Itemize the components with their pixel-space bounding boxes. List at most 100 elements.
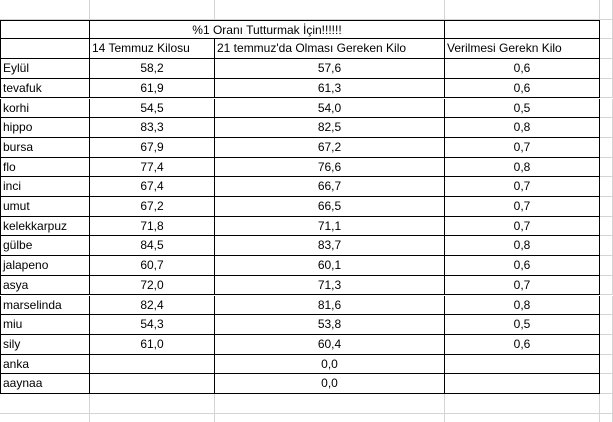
row-label: Eylül <box>0 59 90 79</box>
row-label: bursa <box>0 137 90 158</box>
cell-value: 0,5 <box>445 98 600 119</box>
cell-value: 0,8 <box>445 295 600 316</box>
cell <box>600 0 613 20</box>
cell-value: 67,9 <box>90 137 215 158</box>
column-header: 14 Temmuz Kilosu <box>90 39 215 60</box>
cell-value: 76,6 <box>215 157 445 178</box>
row-label: gülbe <box>0 236 90 257</box>
cell <box>600 118 613 138</box>
cell <box>600 315 613 335</box>
cell <box>600 236 613 257</box>
cell-value: 0,6 <box>445 59 600 79</box>
cell-value: 67,2 <box>90 197 215 217</box>
cell <box>0 39 90 60</box>
cell <box>600 197 613 217</box>
cell-value <box>90 354 215 375</box>
cell <box>600 256 613 276</box>
cell <box>600 295 613 316</box>
row-label: asya <box>0 275 90 296</box>
cell-value: 0,7 <box>445 197 600 217</box>
cell <box>600 157 613 178</box>
cell-value: 82,5 <box>215 118 445 138</box>
cell <box>445 394 600 414</box>
cell <box>0 19 90 40</box>
cell <box>215 394 445 414</box>
cell <box>600 275 613 296</box>
cell <box>600 98 613 119</box>
cell-value: 60,7 <box>90 256 215 276</box>
row-label: aaynaa <box>0 374 90 394</box>
cell-value: 0,6 <box>445 334 600 355</box>
cell-value: 0,0 <box>215 374 445 394</box>
row-label: miu <box>0 315 90 335</box>
cell-value: 0,8 <box>445 236 600 257</box>
row-label: sily <box>0 334 90 355</box>
cell-value: 82,4 <box>90 295 215 316</box>
cell-value: 0,7 <box>445 137 600 158</box>
cell <box>90 394 215 414</box>
cell-value: 66,7 <box>215 177 445 197</box>
cell-value: 61,9 <box>90 78 215 99</box>
row-label: anka <box>0 354 90 375</box>
row-label: korhi <box>0 98 90 119</box>
cell <box>600 334 613 355</box>
row-label: umut <box>0 197 90 217</box>
cell-value: 61,0 <box>90 334 215 355</box>
cell <box>600 137 613 158</box>
cell-value: 83,7 <box>215 236 445 257</box>
cell-value: 67,2 <box>215 137 445 158</box>
row-label: marselinda <box>0 295 90 316</box>
cell-value: 66,5 <box>215 197 445 217</box>
cell-value: 67,4 <box>90 177 215 197</box>
cell-value: 0,0 <box>215 354 445 375</box>
column-header: 21 temmuz'da Olması Gereken Kilo <box>215 39 445 60</box>
row-label: jalapeno <box>0 256 90 276</box>
cell <box>90 0 215 20</box>
cell <box>600 374 613 394</box>
cell-value: 83,3 <box>90 118 215 138</box>
cell-value <box>445 374 600 394</box>
cell-value: 57,6 <box>215 59 445 79</box>
cell <box>0 413 90 422</box>
cell-value: 0,6 <box>445 256 600 276</box>
row-label: flo <box>0 157 90 178</box>
cell-value: 61,3 <box>215 78 445 99</box>
row-label: kelekkarpuz <box>0 216 90 237</box>
cell-value: 77,4 <box>90 157 215 178</box>
cell-value: 0,5 <box>445 315 600 335</box>
cell <box>600 39 613 60</box>
cell <box>600 78 613 99</box>
cell <box>445 413 600 422</box>
row-label: hippo <box>0 118 90 138</box>
cell <box>445 19 600 40</box>
cell <box>215 0 445 20</box>
cell-value: 54,0 <box>215 98 445 119</box>
cell <box>600 59 613 79</box>
cell-value: 60,4 <box>215 334 445 355</box>
cell-value: 0,8 <box>445 157 600 178</box>
cell-value: 72,0 <box>90 275 215 296</box>
cell-value: 0,7 <box>445 275 600 296</box>
cell-value: 54,3 <box>90 315 215 335</box>
cell-value: 0,7 <box>445 216 600 237</box>
cell <box>600 177 613 197</box>
cell-value: 81,6 <box>215 295 445 316</box>
cell <box>90 413 215 422</box>
cell-value: 84,5 <box>90 236 215 257</box>
row-label: tevafuk <box>0 78 90 99</box>
cell <box>445 0 600 20</box>
cell-value <box>90 374 215 394</box>
cell-value: 58,2 <box>90 59 215 79</box>
cell-value: 53,8 <box>215 315 445 335</box>
cell-value: 0,8 <box>445 118 600 138</box>
cell-value: 0,6 <box>445 78 600 99</box>
cell-value: 54,5 <box>90 98 215 119</box>
cell-value: 71,8 <box>90 216 215 237</box>
cell <box>0 0 90 20</box>
cell-value <box>445 354 600 375</box>
cell <box>600 216 613 237</box>
cell <box>600 413 613 422</box>
cell-value: 71,1 <box>215 216 445 237</box>
cell-value: 0,7 <box>445 177 600 197</box>
